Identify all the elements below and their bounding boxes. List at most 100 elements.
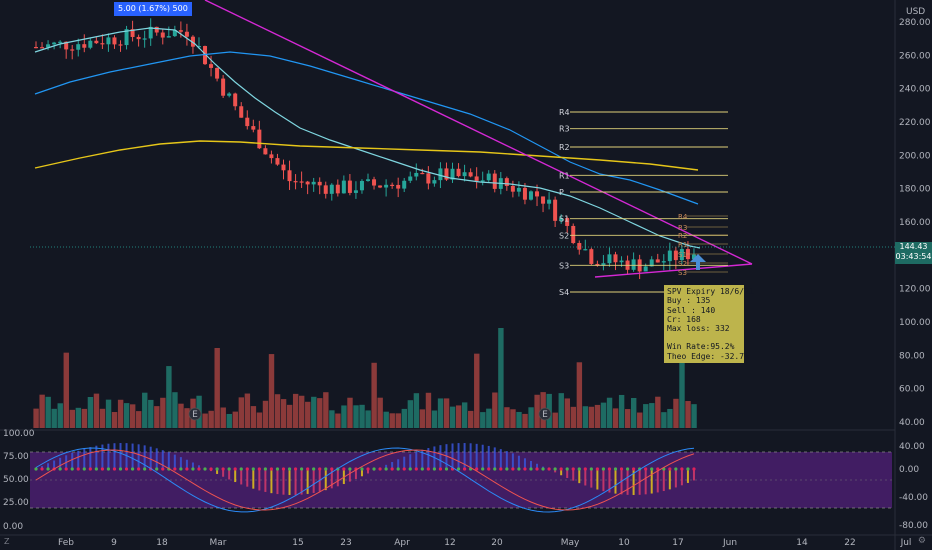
volume-bar (75, 407, 82, 428)
osc-dot (64, 467, 68, 471)
candle-body (384, 184, 389, 188)
osc-dot (535, 467, 539, 471)
candle-body (601, 263, 606, 266)
osc-dot (390, 467, 394, 471)
osc-dot (161, 467, 165, 471)
mini-pivot-label: R4 (678, 213, 688, 221)
osc-dot (233, 467, 237, 471)
osc-bar (481, 444, 484, 469)
osc-dot (632, 467, 636, 471)
earnings-marker[interactable]: E (188, 407, 202, 421)
osc-bar (282, 469, 285, 495)
volume-bar (371, 362, 377, 428)
candle-body (106, 37, 111, 45)
candle-body (432, 180, 437, 184)
note-line: Win Rate:95.2% (667, 342, 735, 352)
osc-bar (77, 450, 80, 469)
zoom-control[interactable]: Z (4, 537, 10, 546)
candle-body (396, 184, 401, 189)
candle-body (245, 117, 250, 127)
osc-dot (34, 467, 38, 471)
candle-body (528, 191, 533, 200)
time-tick-label: 12 (444, 538, 455, 548)
osc-bar (572, 469, 575, 481)
osc-dot (487, 467, 491, 471)
price-tick-label: 180.00 (899, 185, 931, 195)
osc-bar (294, 469, 297, 495)
volume-bar (492, 392, 498, 428)
volume-bar (461, 402, 468, 428)
candle-body (118, 44, 123, 46)
volume-bar (649, 403, 655, 428)
volume-bar (431, 410, 438, 428)
volume-bar (365, 410, 371, 428)
osc-dot (94, 467, 98, 471)
candle-body (661, 261, 666, 263)
osc-bar (288, 469, 291, 495)
osc-bar (529, 460, 532, 469)
osc-bar (403, 456, 406, 469)
candle-body (619, 260, 624, 263)
candle-body (541, 196, 546, 204)
osc-bar (312, 469, 315, 493)
osc-dot (245, 467, 249, 471)
volume-bar (679, 356, 685, 428)
earnings-marker[interactable]: E (538, 407, 552, 421)
pivot-label: S4 (559, 288, 569, 297)
volume-bar (691, 404, 697, 428)
osc-dot (541, 467, 545, 471)
volume-bar (498, 328, 504, 428)
osc-bar (493, 447, 496, 469)
osc-dot (227, 467, 231, 471)
candle-body (329, 184, 334, 194)
osc-bar (626, 469, 629, 495)
volume-bar (238, 397, 245, 428)
peak-price-label: 5.00 (1.67%) 500 (114, 2, 192, 16)
candle-body (571, 225, 576, 244)
note-line: Theo Edge: -32.7% (667, 351, 749, 361)
osc-dot (444, 467, 449, 471)
candle-body (649, 259, 654, 267)
note-line: SPV Expiry 18/6/21 (667, 287, 754, 296)
osc-bar (566, 469, 569, 478)
candle-body (655, 259, 660, 263)
osc-bar (119, 443, 122, 469)
volume-bar (172, 392, 178, 428)
volume-bar (292, 393, 299, 428)
osc-bar (511, 453, 514, 469)
osc-dot (366, 467, 370, 471)
volume-bar (154, 406, 160, 428)
osc-left-tick: 0.00 (3, 522, 23, 532)
volume-bar (81, 408, 88, 428)
osc-bar (445, 444, 448, 469)
candle-body (142, 38, 147, 40)
volume-bar (516, 411, 522, 428)
osc-dot (625, 467, 630, 471)
candle-body (58, 41, 63, 43)
candle-body (112, 37, 117, 45)
volume-bar (178, 403, 184, 428)
candle-body (305, 181, 310, 185)
volume-bar (564, 398, 570, 428)
volume-bar (582, 406, 589, 428)
volume-bar (268, 354, 275, 428)
gear-icon[interactable]: ⚙ (917, 536, 926, 546)
osc-bar (523, 458, 526, 469)
candle-body (450, 168, 455, 180)
trendline-upper (204, 0, 753, 265)
pivot-label: R2 (559, 143, 570, 152)
osc-bar (451, 443, 454, 469)
candle-body (347, 180, 352, 193)
candle-body (166, 36, 171, 38)
osc-bar (276, 469, 279, 495)
osc-dot (644, 467, 648, 471)
osc-dot (82, 467, 86, 471)
osc-bar (246, 469, 249, 487)
osc-bar (385, 464, 388, 469)
volume-bar (142, 392, 148, 428)
volume-bar (166, 366, 172, 428)
osc-dot (251, 467, 255, 471)
volume-bar (468, 410, 474, 428)
volume-bar (655, 396, 661, 428)
